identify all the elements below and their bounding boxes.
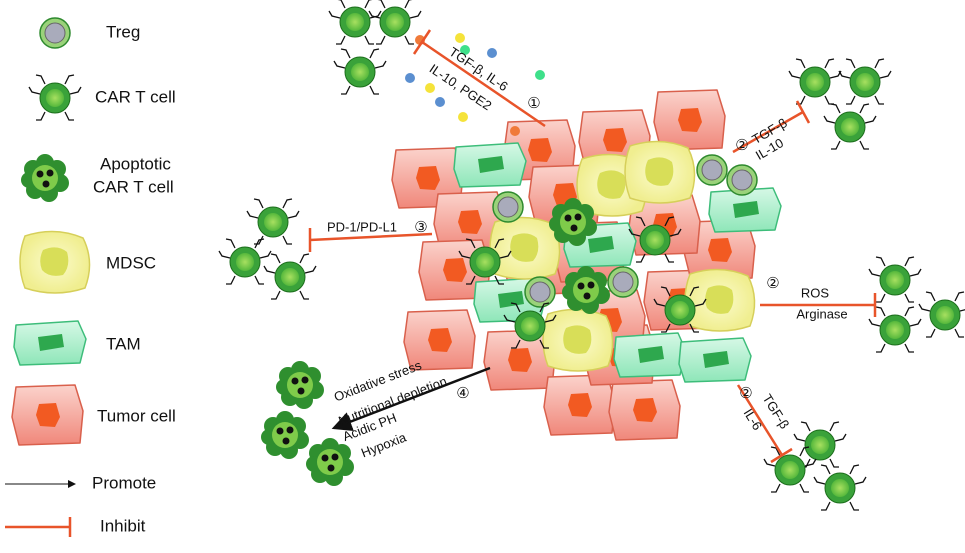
legend-label: Apoptotic [100,154,171,173]
cytokine [460,45,470,55]
car-t-cell [918,291,965,338]
treg-cell [524,276,556,308]
car-t-cell [788,58,842,105]
legend-icon [39,17,71,49]
legend-icon [21,154,69,202]
car-t-cell [838,58,892,105]
treg-cell [696,154,728,186]
cytokine [435,97,445,107]
car-t-cell [868,256,922,303]
legend-label: MDSC [106,253,156,272]
inhibit-line [412,29,546,128]
pathway-label: IL-6 [741,406,766,433]
legend-label: Tumor cell [97,406,176,425]
cell-layer [11,0,965,511]
apoptotic-car-t-cell [306,438,354,486]
mdsc-cell [684,268,756,332]
legend-label: CAR T cell [95,87,176,106]
cytokine [535,70,545,80]
pathway-number: ① [527,95,540,112]
cytokine [458,112,468,122]
pathway-number: ④ [456,385,469,402]
apoptotic-car-t-cell [261,411,309,459]
tumor-cell [653,89,726,151]
legend-icon [13,320,87,366]
legend-icon [19,230,91,294]
car-t-cell [328,0,382,45]
legend-label: Inhibit [100,516,146,535]
cytokine [487,48,497,58]
pathway-number: ② [766,275,779,292]
legend-label: TAM [106,334,141,353]
promote-arrow [331,366,491,432]
pathway-number: ② [735,137,748,154]
inhibit-line [732,100,811,154]
car-t-cell [868,306,922,353]
car-t-cell [813,464,867,511]
cytokine [455,33,465,43]
mdsc-cell [489,216,561,280]
treg-cell [492,191,524,223]
tam-cell [613,332,687,378]
legend-icon [11,384,84,446]
pathway-number: ③ [414,219,427,236]
pathway-number: ② [739,385,752,402]
treg-cell [726,164,758,196]
cytokine [405,73,415,83]
legend-label: CAR T cell [93,177,174,196]
car-t-cell [333,48,387,95]
pathway-label: Arginase [796,306,847,321]
legend-icon [28,74,82,121]
inhibit-line [308,228,433,252]
treg-cell [607,266,639,298]
pathway-label: ROS [801,285,830,300]
car-t-cell [368,0,422,45]
tam-cell [678,337,752,383]
mdsc-cell [624,140,696,204]
pathway-label: PD-1/PD-L1 [327,219,397,234]
car-t-cell [263,253,317,300]
car-t-cell [823,103,877,150]
inhibit-line [736,384,793,464]
apoptotic-car-t-cell [276,361,324,409]
inhibit-line [760,293,877,317]
inhibit-symbol [5,517,72,537]
car-t-cell [246,198,300,245]
legend-label: Promote [92,473,156,492]
legend-label: Treg [106,22,140,41]
cytokine [425,83,435,93]
car-t-cell [218,238,272,285]
cytokine [510,126,520,136]
tumor-cell [608,379,681,441]
tam-cell [453,142,527,188]
